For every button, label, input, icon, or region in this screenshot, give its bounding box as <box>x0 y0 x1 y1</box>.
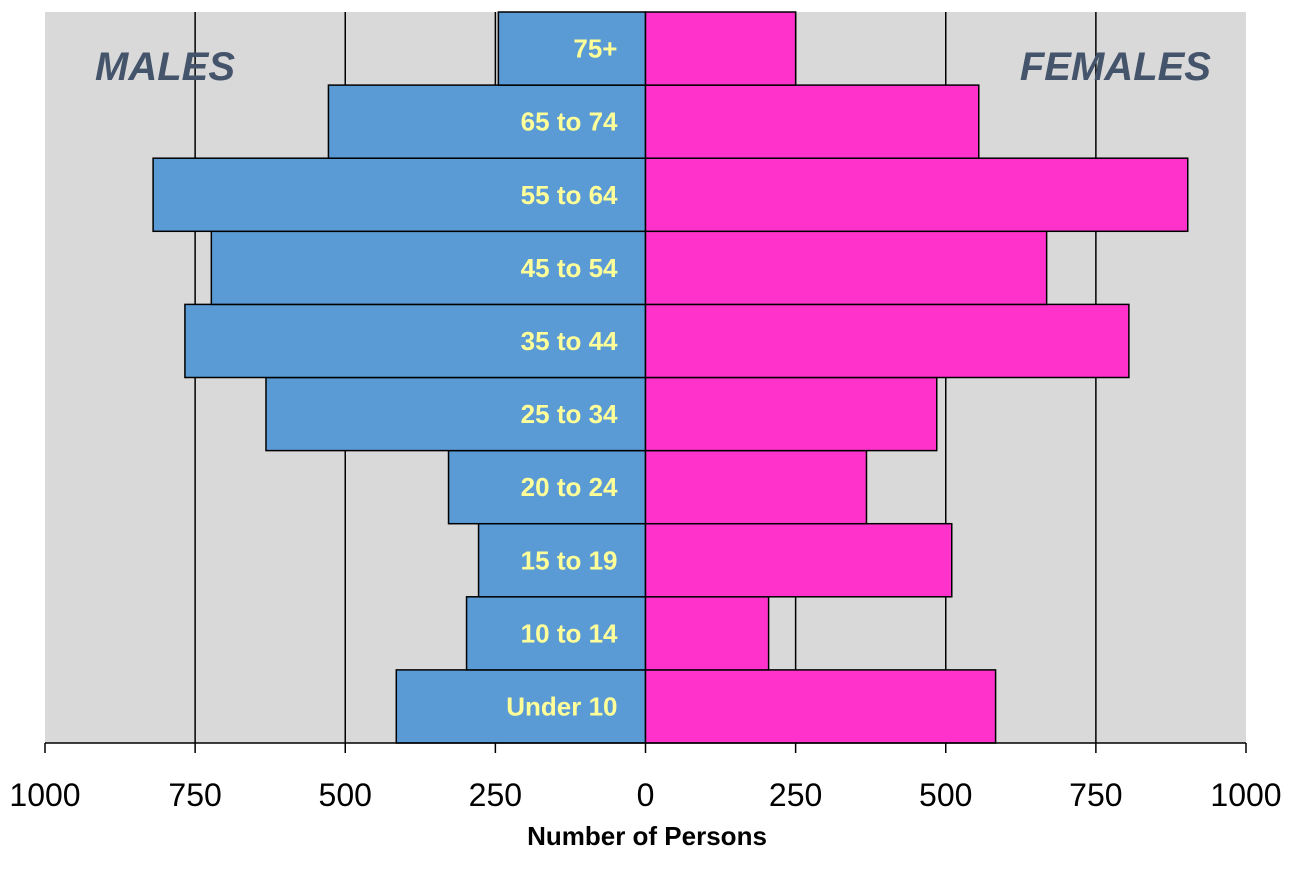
age-group-label: 25 to 34 <box>521 399 618 429</box>
bar-male <box>184 303 647 379</box>
age-group-label: 45 to 54 <box>521 253 618 283</box>
age-group-label: 75+ <box>573 34 617 64</box>
females-label: FEMALES <box>1020 45 1211 89</box>
bar-female <box>644 522 953 598</box>
bar-female <box>644 449 868 525</box>
males-label: MALES <box>95 45 235 89</box>
bar-male <box>477 522 647 598</box>
x-tick-label: 250 <box>769 777 822 813</box>
age-group-label: 55 to 64 <box>521 180 618 210</box>
bar-female <box>644 84 980 159</box>
x-tick-label: 0 <box>637 777 655 813</box>
x-tick-label: 250 <box>469 777 522 813</box>
x-axis-ticks: 1000 750 500 250 0 250 500 750 1000 <box>9 743 1282 813</box>
age-group-label: 35 to 44 <box>521 326 618 356</box>
age-group-label: 10 to 14 <box>521 618 618 648</box>
bar-female <box>644 230 1048 306</box>
x-tick-label: 1000 <box>1210 777 1281 813</box>
bar-male <box>447 449 647 525</box>
x-tick-label: 500 <box>919 777 972 813</box>
age-group-label: Under 10 <box>506 691 617 721</box>
bar-female <box>644 303 1130 379</box>
bar-male <box>210 230 647 306</box>
x-tick-label: 500 <box>319 777 372 813</box>
bar-female <box>644 11 797 86</box>
x-axis-title: Number of Persons <box>527 821 767 851</box>
bars <box>152 11 1189 744</box>
age-group-label: 65 to 74 <box>521 107 618 137</box>
bar-male <box>327 84 647 159</box>
age-labels: Under 10 10 to 14 15 to 19 20 to 24 25 to 34… <box>506 34 618 722</box>
bar-female <box>644 376 938 452</box>
x-tick-label: 750 <box>168 777 221 813</box>
bar-female <box>644 596 770 671</box>
bar-male <box>497 11 647 86</box>
bar-male <box>265 376 647 452</box>
x-tick-label: 1000 <box>9 777 80 813</box>
bar-male <box>465 596 647 671</box>
x-tick-label: 750 <box>1069 777 1122 813</box>
age-group-label: 20 to 24 <box>521 472 618 502</box>
bar-female <box>644 669 997 744</box>
age-group-label: 15 to 19 <box>521 545 618 575</box>
bar-female <box>644 157 1189 233</box>
